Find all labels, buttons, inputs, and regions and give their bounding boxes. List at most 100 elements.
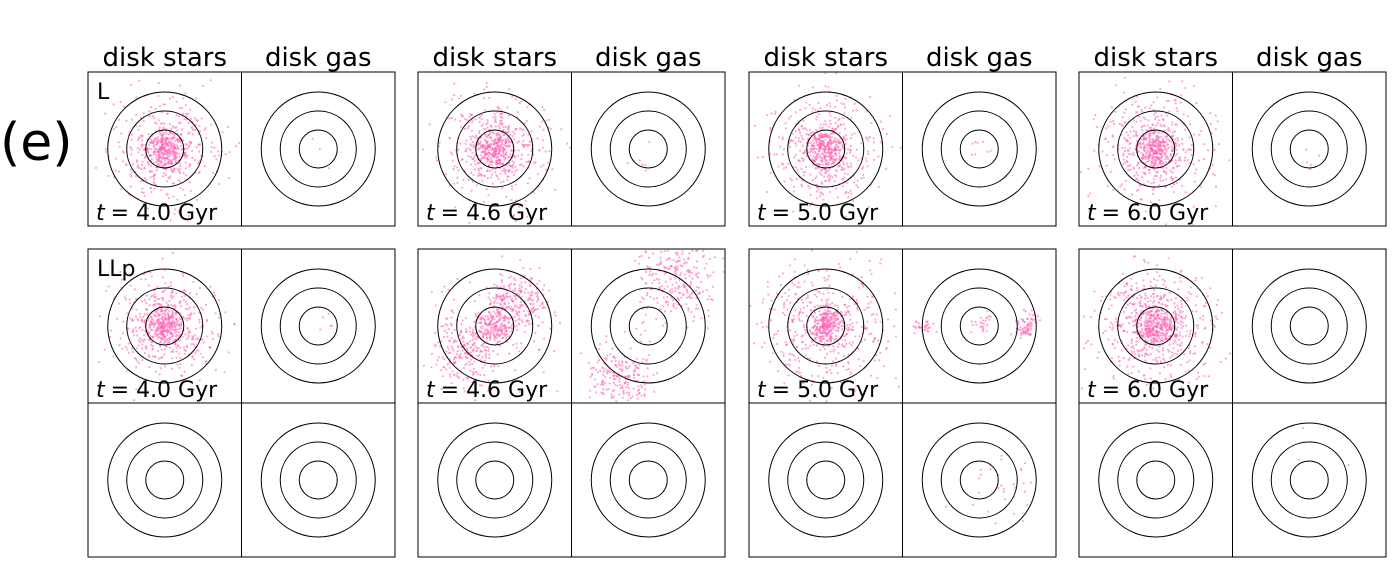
particle: [680, 272, 683, 275]
particle: [841, 328, 844, 331]
particle: [801, 311, 804, 314]
particle: [912, 325, 915, 328]
time-symbol: t: [757, 378, 767, 403]
particle: [322, 316, 325, 319]
particle: [857, 159, 860, 162]
particle: [470, 189, 473, 192]
particle: [481, 147, 484, 150]
particle: [500, 308, 503, 312]
particle: [168, 337, 171, 340]
particle: [706, 327, 709, 330]
particle: [171, 297, 174, 300]
particle: [769, 128, 772, 131]
particle: [504, 336, 507, 339]
particle: [546, 161, 550, 164]
particle: [829, 312, 832, 315]
particle: [130, 175, 133, 178]
particle: [142, 273, 145, 276]
particle: [500, 154, 503, 157]
particle: [639, 340, 643, 343]
particle: [805, 331, 808, 334]
particle: [482, 333, 485, 336]
particle: [614, 359, 617, 362]
particle: [165, 345, 168, 348]
particle: [792, 139, 795, 142]
particle: [833, 180, 836, 183]
particle: [497, 134, 501, 137]
ring: [260, 91, 376, 207]
particle: [193, 334, 196, 337]
particle: [195, 119, 198, 122]
particle: [803, 170, 807, 174]
particle: [487, 332, 491, 335]
particle: [471, 381, 474, 384]
particle: [870, 272, 873, 276]
particle: [479, 330, 482, 333]
column-title: disk gas: [926, 43, 1033, 73]
particle: [1148, 107, 1152, 110]
particle: [517, 202, 520, 205]
particle: [1028, 313, 1031, 316]
particle: [811, 86, 814, 89]
particle: [1127, 134, 1130, 137]
particle: [1152, 181, 1155, 184]
particle: [814, 311, 817, 314]
particle: [492, 116, 495, 119]
particle: [781, 163, 785, 166]
particle: [885, 346, 888, 350]
particle: [675, 281, 678, 284]
particle: [753, 124, 757, 127]
particle: [808, 103, 811, 106]
particle: [611, 396, 614, 399]
particle: [612, 381, 616, 384]
particle: [707, 315, 711, 318]
particle: [773, 333, 776, 336]
particle: [171, 150, 174, 153]
particle: [670, 288, 674, 291]
particle: [1029, 326, 1032, 329]
particle: [858, 286, 861, 289]
particle: [187, 132, 190, 135]
particle: [528, 143, 531, 146]
particle: [145, 301, 148, 305]
particle: [530, 298, 533, 301]
particle: [180, 133, 183, 136]
particle: [493, 334, 496, 337]
particle: [444, 101, 447, 104]
particle: [685, 288, 688, 291]
particle: [178, 162, 181, 165]
particle: [982, 322, 985, 325]
particle: [872, 313, 875, 316]
particle: [798, 286, 801, 289]
particle: [797, 140, 801, 143]
particle: [810, 249, 814, 252]
particle: [1151, 141, 1154, 144]
particle: [495, 342, 498, 345]
particle: [127, 351, 130, 354]
particle: [130, 153, 133, 156]
particle: [826, 307, 830, 310]
ring: [437, 91, 553, 207]
particle: [640, 386, 643, 389]
particle: [831, 313, 834, 316]
particle: [816, 109, 820, 112]
particle: [147, 162, 150, 165]
particle: [681, 265, 684, 268]
particle: [1024, 310, 1027, 313]
particle: [156, 326, 159, 329]
particle: [656, 372, 659, 375]
particle: [855, 184, 858, 187]
particle: [831, 162, 834, 165]
particle: [888, 114, 892, 117]
particle: [1123, 161, 1127, 164]
particle: [835, 72, 838, 75]
particle: [209, 285, 212, 288]
particle: [506, 175, 509, 178]
particle: [655, 317, 658, 320]
particle: [667, 257, 670, 260]
particle: [162, 337, 165, 340]
particle: [151, 329, 154, 332]
particle: [498, 149, 502, 152]
column-title: disk stars: [102, 43, 227, 73]
particle: [984, 319, 987, 322]
